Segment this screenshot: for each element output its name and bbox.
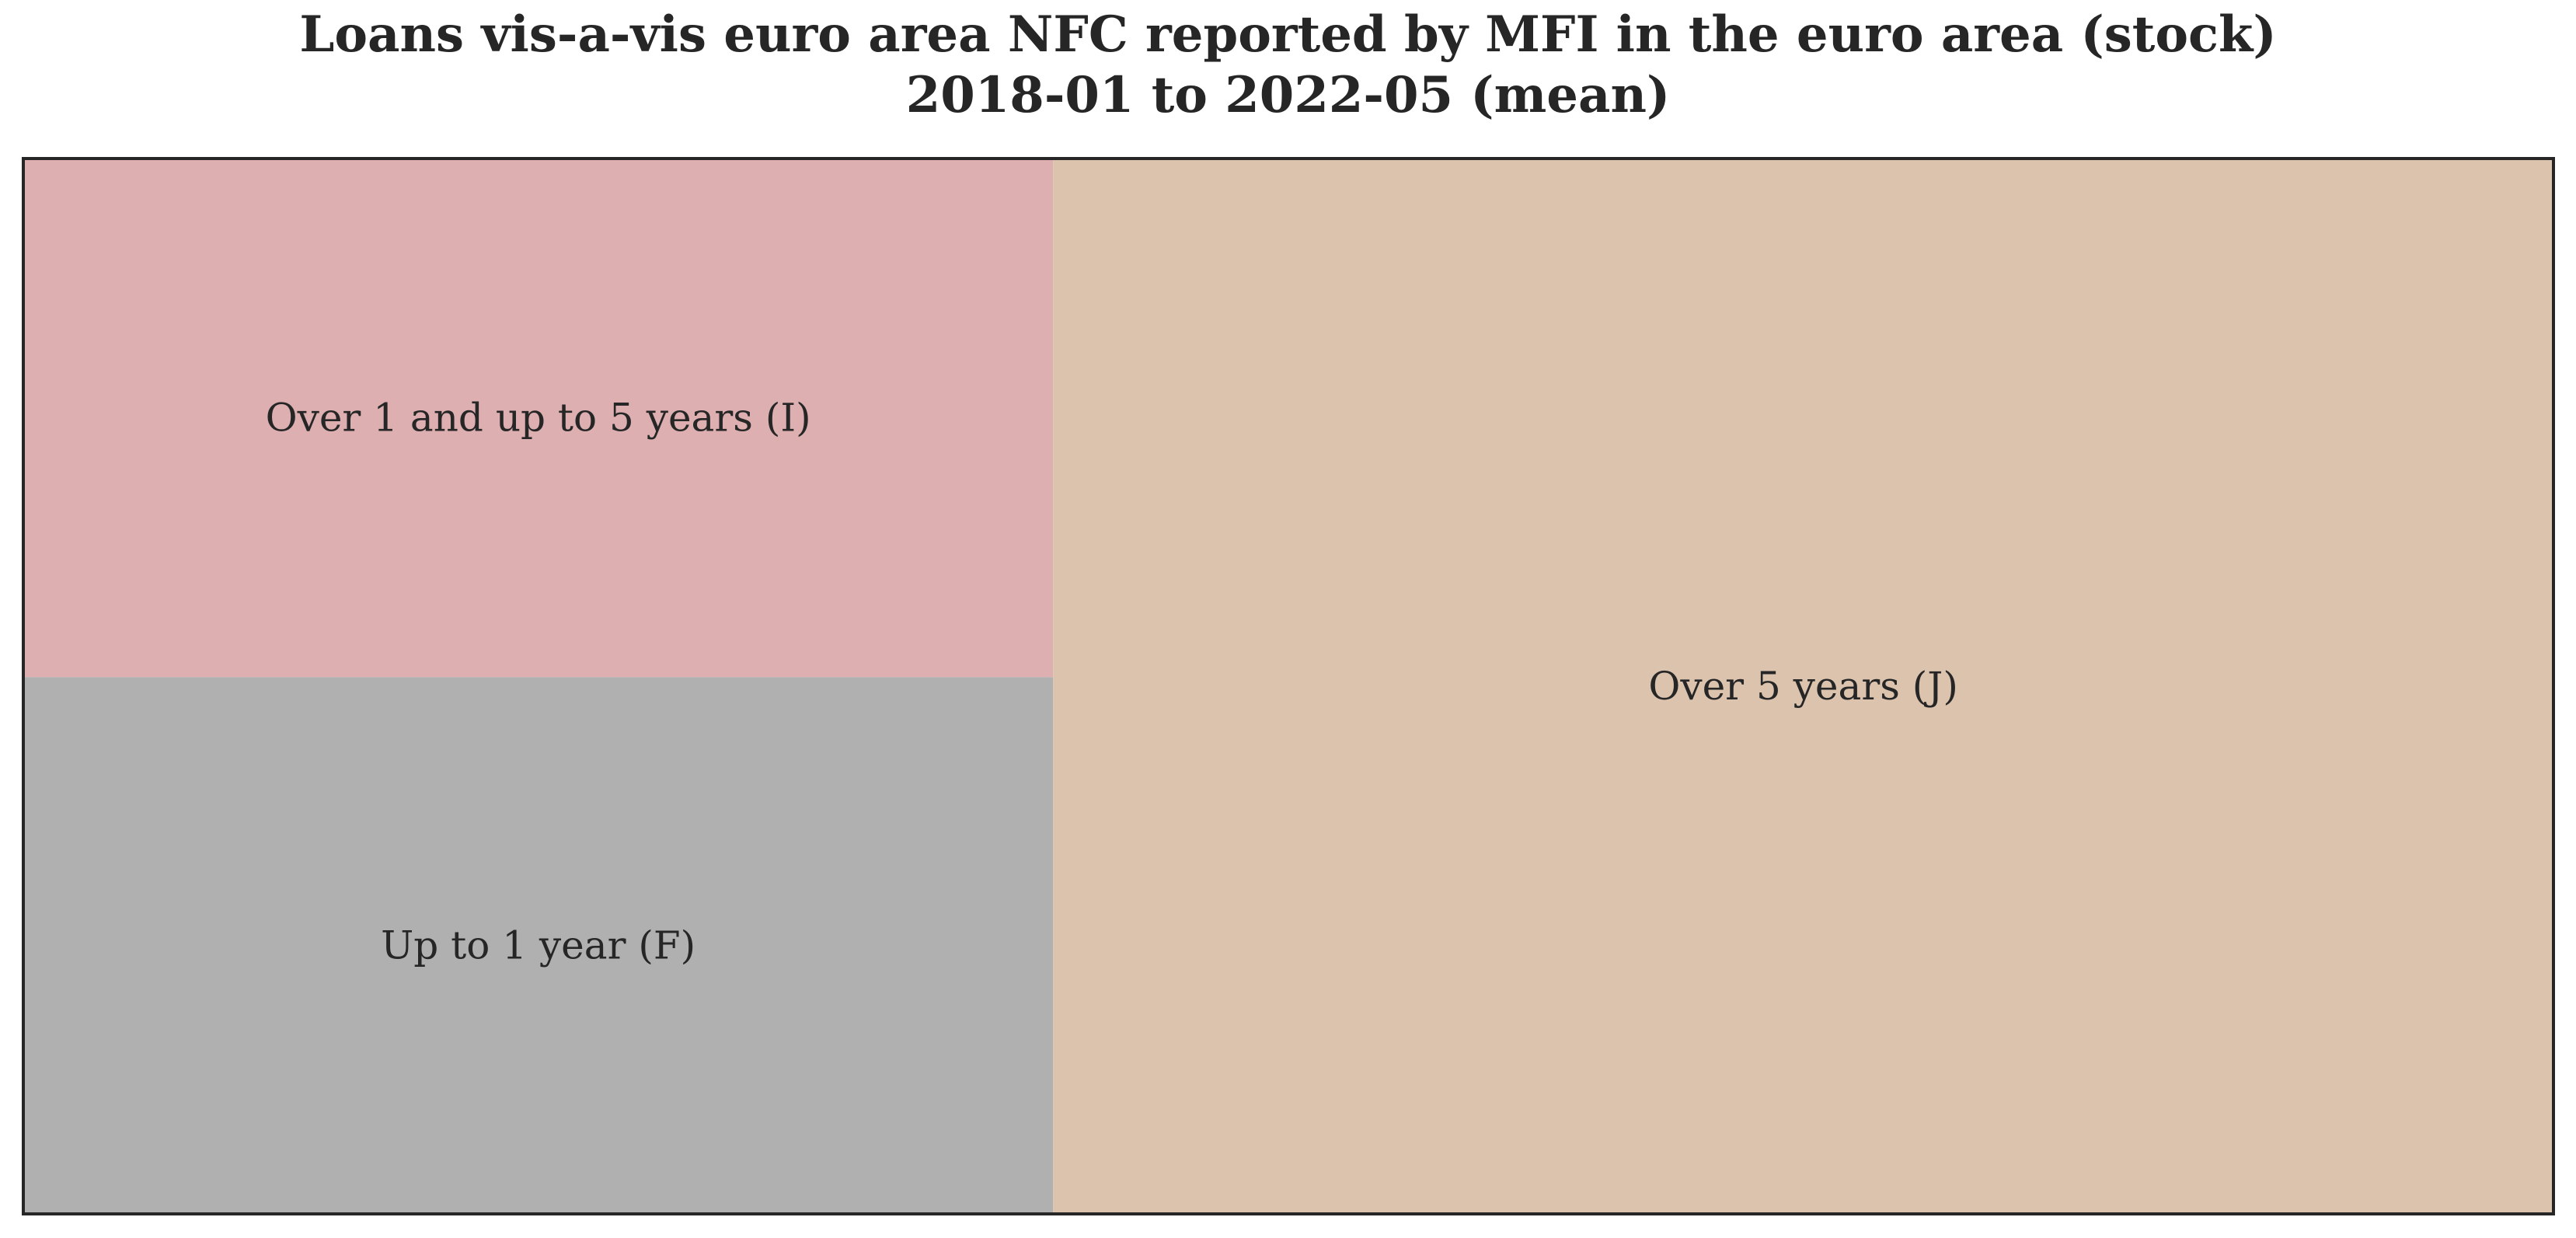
tile-label-up-to-1-year-f: Up to 1 year (F) <box>381 923 695 968</box>
tile-over-1-and-up-to-5-years-i <box>23 159 1054 678</box>
tile-label-over-5-years-j: Over 5 years (J) <box>1648 664 1958 709</box>
chart-subtitle-line: 2018-01 to 2022-05 (mean) <box>905 66 1671 124</box>
chart-title: Loans vis-a-vis euro area NFC reported b… <box>0 5 2576 126</box>
tile-up-to-1-year-f <box>23 677 1054 1214</box>
chart-title-line: Loans vis-a-vis euro area NFC reported b… <box>299 5 2277 64</box>
treemap-tiles: Over 1 and up to 5 years (I) Up to 1 year… <box>23 159 2553 1214</box>
plot-frame <box>22 157 2555 1215</box>
tile-over-5-years-j <box>1053 159 2553 1214</box>
tile-label-over-1-and-up-to-5-years-i: Over 1 and up to 5 years (I) <box>266 396 811 441</box>
